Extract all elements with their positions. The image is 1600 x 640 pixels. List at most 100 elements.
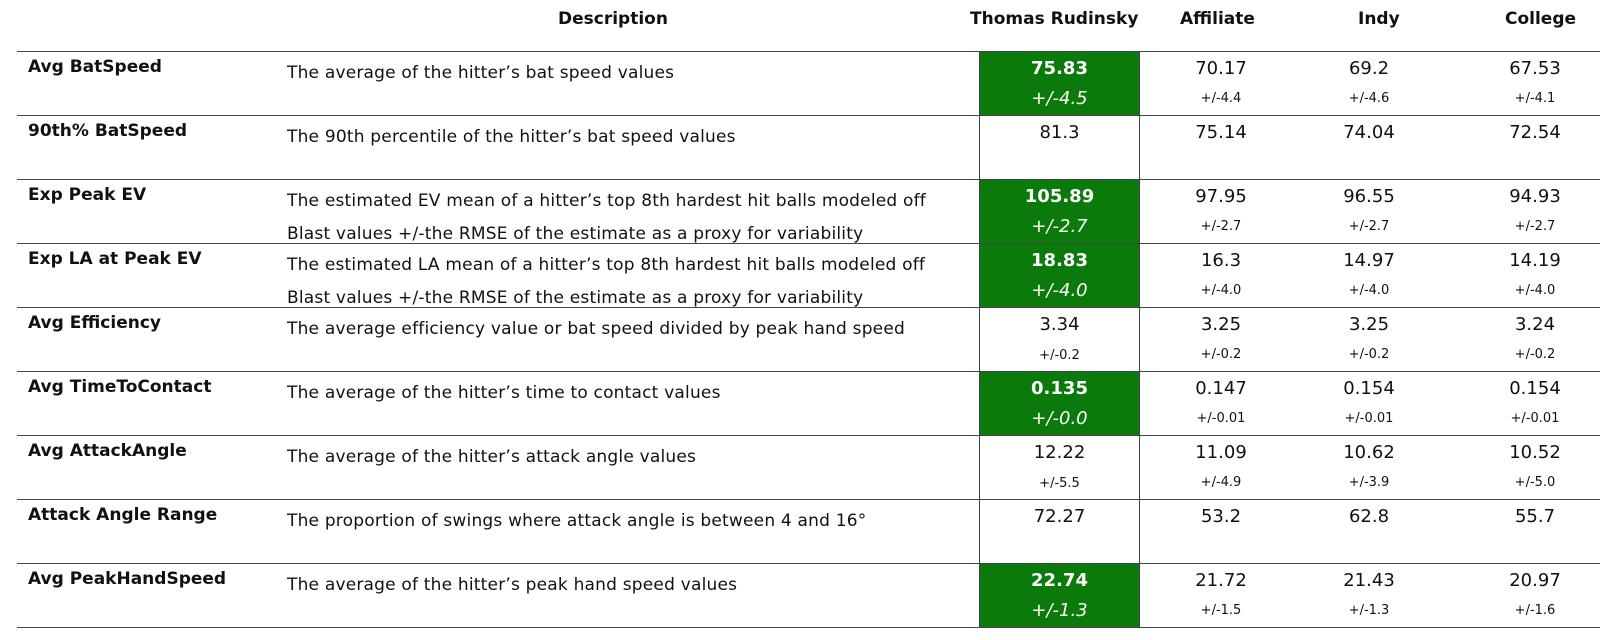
- indy-value: 3.25: [1348, 314, 1390, 335]
- college-value: 72.54: [1509, 122, 1561, 143]
- player-value-cell: 22.74 +/-1.3: [979, 564, 1140, 628]
- indy-value: 21.43: [1343, 570, 1395, 591]
- metric-description: The average of the hitter’s peak hand sp…: [287, 575, 738, 595]
- affiliate-value: 21.72: [1195, 570, 1247, 591]
- affiliate-deviation: +/-1.5: [1200, 603, 1242, 618]
- affiliate-deviation: +/-2.7: [1200, 219, 1242, 234]
- affiliate-value: 16.3: [1200, 250, 1242, 271]
- college-value-cell: 3.24 +/-0.2: [1460, 308, 1600, 372]
- player-deviation: +/-0.2: [1039, 348, 1080, 363]
- player-value: 3.34: [1039, 314, 1080, 335]
- indy-value: 74.04: [1343, 122, 1395, 143]
- college-deviation: +/-2.7: [1514, 219, 1556, 234]
- affiliate-value: 97.95: [1195, 186, 1247, 207]
- affiliate-value-cell: 21.72 +/-1.5: [1146, 564, 1296, 628]
- indy-value-cell: 10.62 +/-3.9: [1294, 436, 1444, 500]
- metric-name: Avg AttackAngle: [28, 441, 187, 461]
- row-divider: [17, 563, 1600, 564]
- row-divider: [17, 371, 1600, 372]
- row-divider: [17, 627, 1600, 628]
- table-row: Exp LA at Peak EV The estimated LA mean o…: [0, 244, 1600, 308]
- metric-description: The 90th percentile of the hitter’s bat …: [287, 127, 736, 147]
- metric-description: The average efficiency value or bat spee…: [287, 319, 905, 339]
- header-description: Description: [558, 9, 668, 29]
- table-row: Avg BatSpeed The average of the hitter’s …: [0, 52, 1600, 116]
- indy-deviation: +/-1.3: [1348, 603, 1390, 618]
- player-deviation: +/-1.3: [1031, 600, 1088, 621]
- indy-deviation: +/-2.7: [1348, 219, 1390, 234]
- player-value: 75.83: [1031, 58, 1088, 79]
- header-college: College: [1505, 9, 1577, 29]
- metric-description: The estimated LA mean of a hitter’s top …: [287, 255, 926, 308]
- affiliate-value: 0.147: [1195, 378, 1247, 399]
- affiliate-value-cell: 0.147 +/-0.01: [1146, 372, 1296, 436]
- college-value: 3.24: [1514, 314, 1556, 335]
- college-value-cell: 10.52 +/-5.0: [1460, 436, 1600, 500]
- player-deviation: +/-4.0: [1031, 280, 1088, 301]
- indy-value-cell: 21.43 +/-1.3: [1294, 564, 1444, 628]
- player-value-cell: 12.22 +/-5.5: [979, 436, 1140, 500]
- indy-value: 14.97: [1343, 250, 1395, 271]
- affiliate-value-cell: 53.2: [1146, 500, 1296, 564]
- affiliate-value: 11.09: [1195, 442, 1247, 463]
- metric-name: 90th% BatSpeed: [28, 121, 188, 141]
- college-value: 67.53: [1509, 58, 1561, 79]
- table-header: Description Thomas Rudinsky Affiliate In…: [0, 0, 1600, 52]
- player-value-cell: 0.135 +/-0.0: [979, 372, 1140, 436]
- metric-description: The average of the hitter’s attack angle…: [287, 447, 697, 467]
- college-value: 94.93: [1509, 186, 1561, 207]
- metric-description: The average of the hitter’s time to cont…: [287, 383, 721, 403]
- indy-value-cell: 0.154 +/-0.01: [1294, 372, 1444, 436]
- affiliate-value-cell: 3.25 +/-0.2: [1146, 308, 1296, 372]
- indy-value-cell: 74.04: [1294, 116, 1444, 180]
- affiliate-value: 75.14: [1195, 122, 1247, 143]
- indy-deviation: +/-3.9: [1348, 475, 1390, 490]
- affiliate-value: 53.2: [1200, 506, 1242, 527]
- metric-description: The proportion of swings where attack an…: [287, 511, 867, 531]
- player-value: 105.89: [1024, 186, 1095, 207]
- college-deviation: +/-4.1: [1514, 91, 1556, 106]
- indy-value-cell: 62.8: [1294, 500, 1444, 564]
- college-deviation: +/-0.2: [1514, 347, 1556, 362]
- college-value: 20.97: [1509, 570, 1561, 591]
- player-deviation: +/-2.7: [1031, 216, 1088, 237]
- table-row: 90th% BatSpeed The 90th percentile of the…: [0, 116, 1600, 180]
- player-value-cell: 72.27: [979, 500, 1140, 564]
- indy-value-cell: 96.55 +/-2.7: [1294, 180, 1444, 244]
- college-deviation: +/-4.0: [1514, 283, 1556, 298]
- row-divider: [17, 51, 1600, 52]
- player-deviation: +/-5.5: [1039, 476, 1080, 491]
- affiliate-value-cell: 70.17 +/-4.4: [1146, 52, 1296, 116]
- college-value: 55.7: [1514, 506, 1556, 527]
- college-deviation: +/-5.0: [1514, 475, 1556, 490]
- affiliate-value-cell: 75.14: [1146, 116, 1296, 180]
- header-affiliate: Affiliate: [1180, 9, 1255, 29]
- indy-value-cell: 69.2 +/-4.6: [1294, 52, 1444, 116]
- indy-deviation: +/-4.0: [1348, 283, 1390, 298]
- affiliate-value-cell: 97.95 +/-2.7: [1146, 180, 1296, 244]
- affiliate-deviation: +/-4.4: [1200, 91, 1242, 106]
- affiliate-value: 70.17: [1195, 58, 1247, 79]
- college-value-cell: 55.7: [1460, 500, 1600, 564]
- indy-value: 0.154: [1343, 378, 1395, 399]
- row-divider: [17, 115, 1600, 116]
- college-value-cell: 67.53 +/-4.1: [1460, 52, 1600, 116]
- affiliate-value: 3.25: [1200, 314, 1242, 335]
- metric-name: Avg BatSpeed: [28, 57, 162, 77]
- college-value: 14.19: [1509, 250, 1561, 271]
- table-row: Avg TimeToContact The average of the hitt…: [0, 372, 1600, 436]
- header-indy: Indy: [1358, 9, 1400, 29]
- indy-deviation: +/-0.2: [1348, 347, 1390, 362]
- player-value: 0.135: [1031, 378, 1088, 399]
- affiliate-deviation: +/-0.2: [1200, 347, 1242, 362]
- player-value-cell: 75.83 +/-4.5: [979, 52, 1140, 116]
- college-deviation: +/-1.6: [1514, 603, 1556, 618]
- header-player: Thomas Rudinsky: [970, 9, 1139, 29]
- row-divider: [17, 179, 1600, 180]
- affiliate-deviation: +/-4.0: [1200, 283, 1242, 298]
- affiliate-value-cell: 16.3 +/-4.0: [1146, 244, 1296, 308]
- row-divider: [17, 499, 1600, 500]
- metric-name: Avg TimeToContact: [28, 377, 212, 397]
- indy-value: 62.8: [1348, 506, 1390, 527]
- indy-value-cell: 14.97 +/-4.0: [1294, 244, 1444, 308]
